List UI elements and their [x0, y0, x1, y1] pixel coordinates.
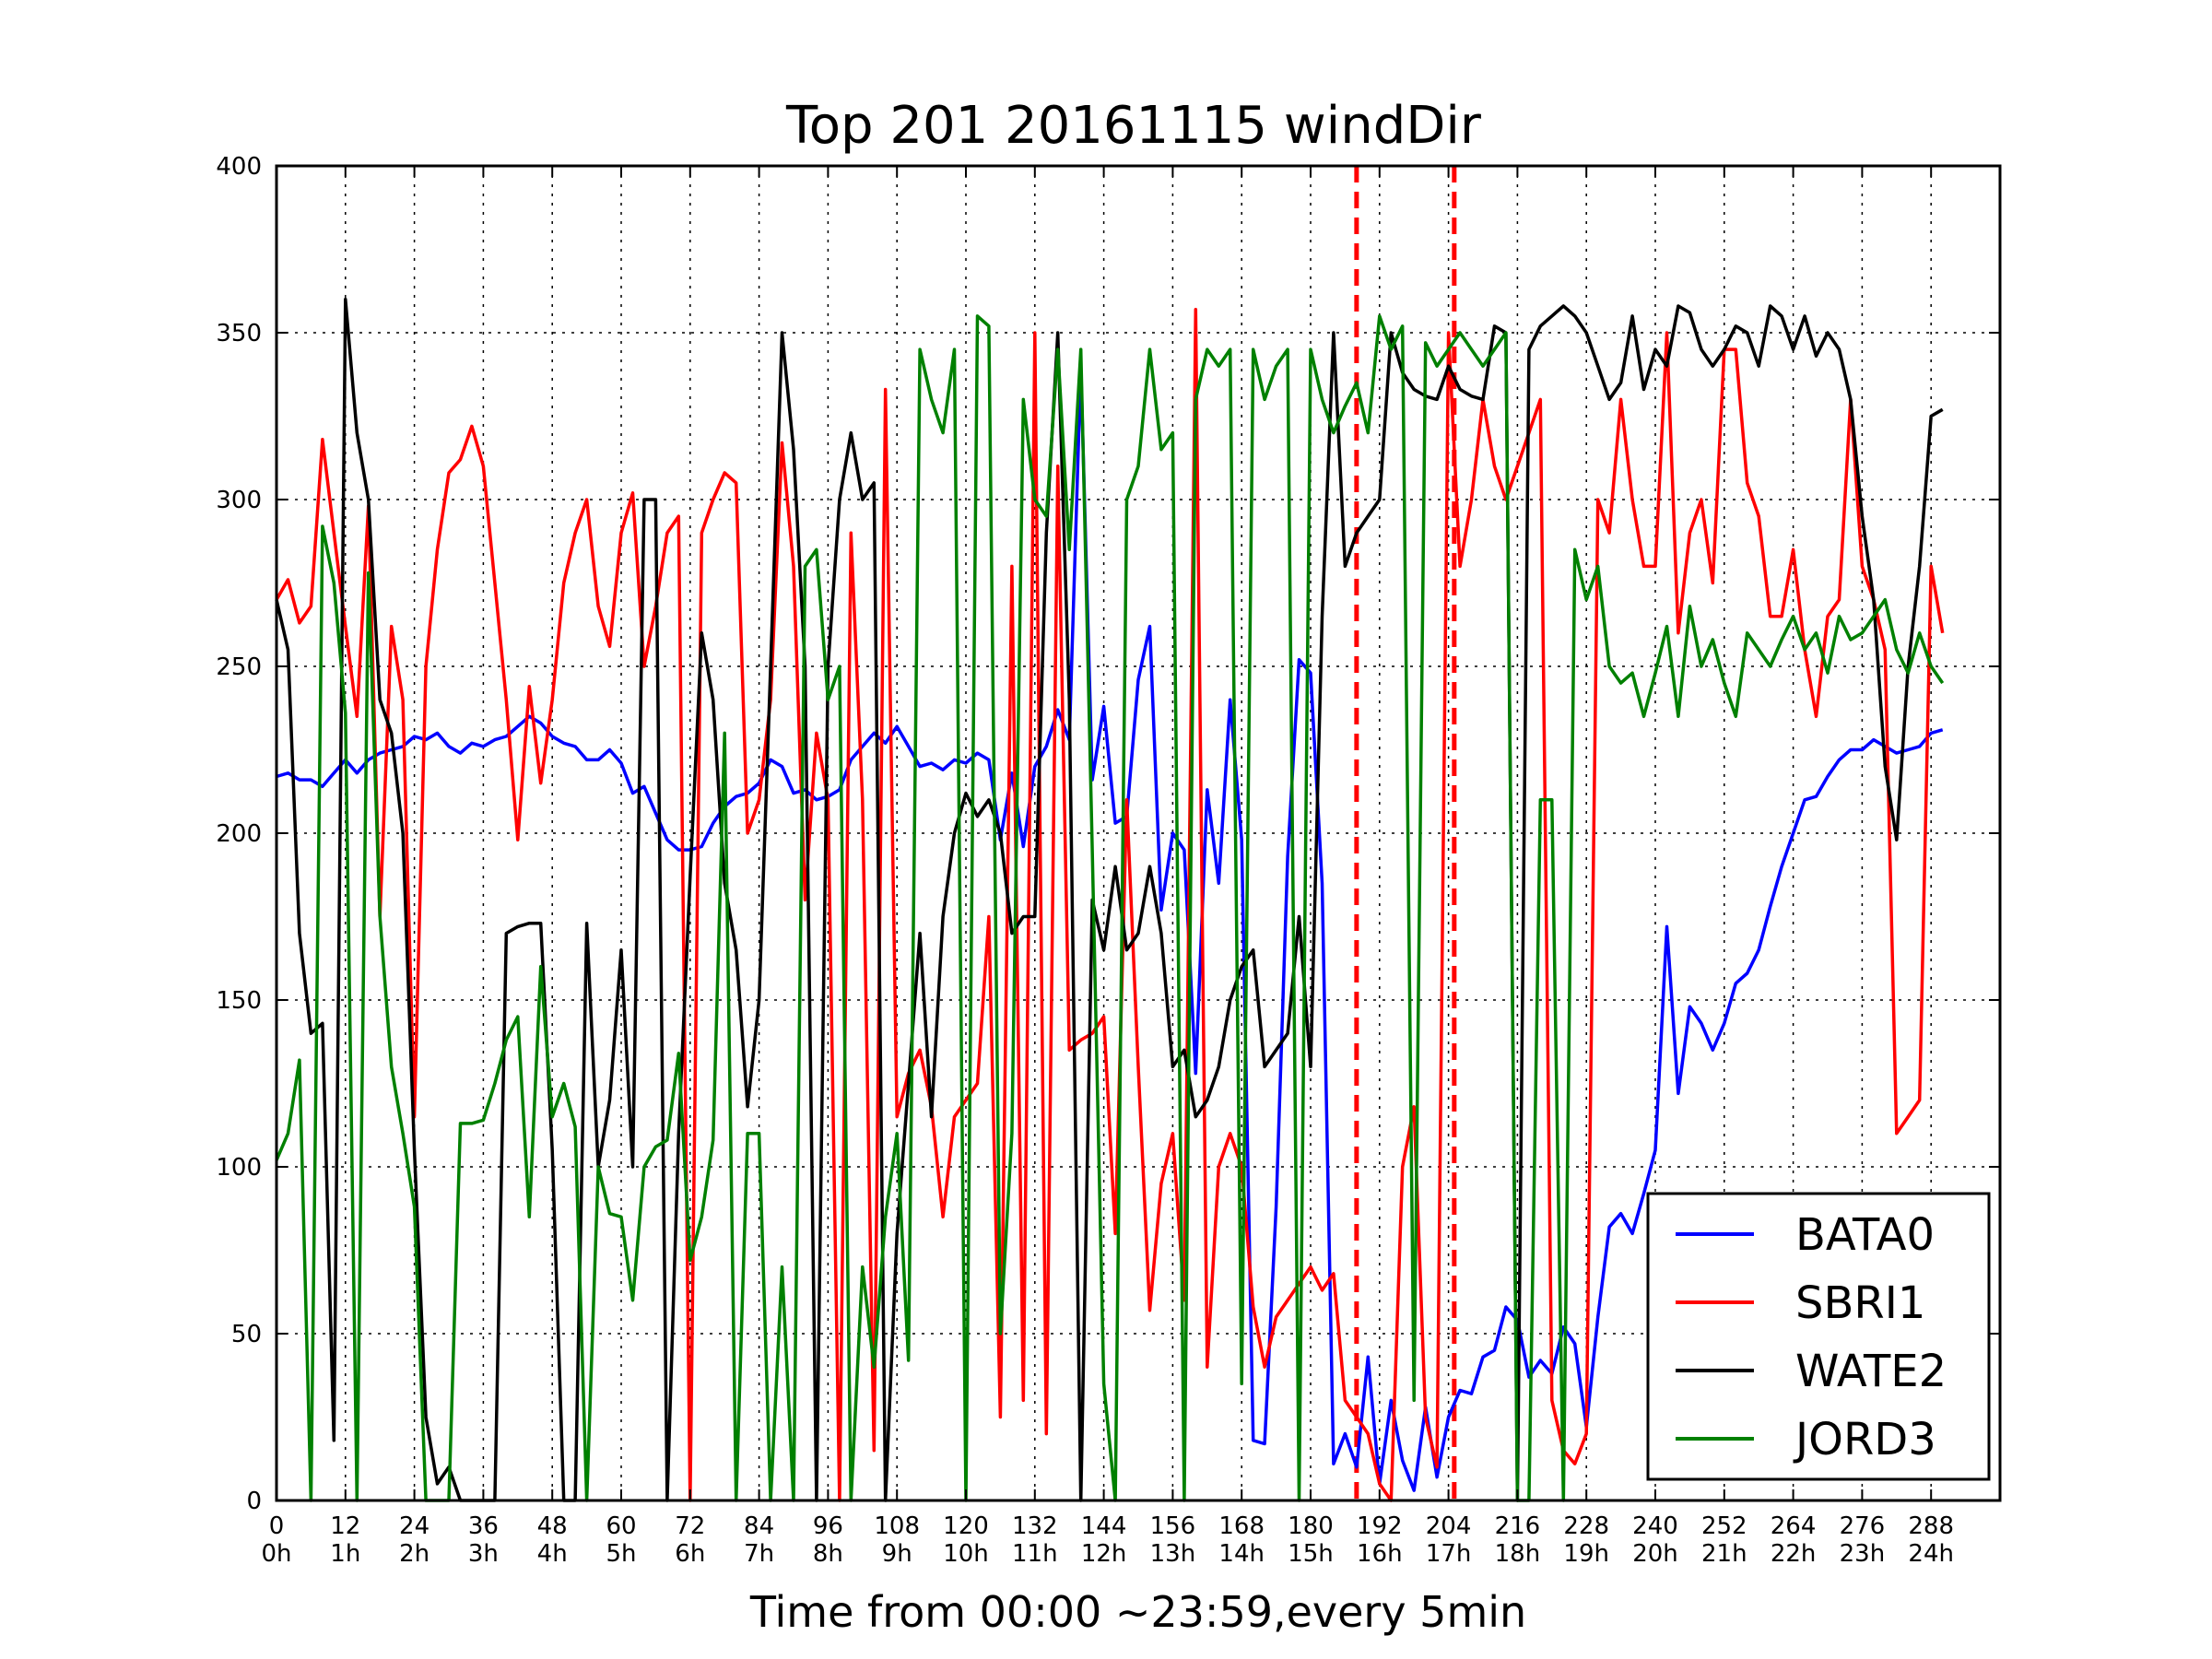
- x-tick-label: 240: [1632, 1512, 1678, 1540]
- x-tick-label-hour: 12h: [1081, 1540, 1127, 1568]
- x-tick-label: 168: [1218, 1512, 1265, 1540]
- x-tick-label: 192: [1357, 1512, 1403, 1540]
- x-tick-label: 228: [1563, 1512, 1609, 1540]
- y-tick-label: 150: [216, 987, 262, 1015]
- legend-label: JORD3: [1793, 1414, 1936, 1465]
- x-tick-label-hour: 1h: [330, 1540, 360, 1568]
- x-tick-label-hour: 16h: [1357, 1540, 1403, 1568]
- x-tick-label-hour: 11h: [1012, 1540, 1058, 1568]
- x-tick-label: 132: [1012, 1512, 1058, 1540]
- x-tick-label-hour: 8h: [813, 1540, 843, 1568]
- x-tick-label: 48: [537, 1512, 568, 1540]
- y-tick-label: 300: [216, 487, 262, 514]
- series-line-sbri1: [275, 307, 1945, 1502]
- x-tick-label-hour: 22h: [1771, 1540, 1817, 1568]
- x-axis-label: Time from 00:00 ~23:59,every 5min: [749, 1587, 1526, 1637]
- series-line-bata0: [276, 364, 1944, 1492]
- x-tick-label-hour: 15h: [1288, 1540, 1334, 1568]
- x-tick-label-hour: 2h: [399, 1540, 429, 1568]
- x-tick-label-hour: 20h: [1632, 1540, 1678, 1568]
- legend-label: WATE2: [1795, 1346, 1947, 1397]
- x-tick-label-hour: 5h: [606, 1540, 636, 1568]
- x-tick-label: 264: [1771, 1512, 1817, 1540]
- series-group: [275, 298, 1945, 1502]
- x-tick-label-hour: 4h: [537, 1540, 568, 1568]
- x-tick-label-hour: 17h: [1426, 1540, 1472, 1568]
- y-tick-label: 0: [246, 1488, 262, 1515]
- x-tick-label: 144: [1081, 1512, 1127, 1540]
- y-tick-label: 400: [216, 153, 262, 181]
- x-tick-label-hour: 24h: [1908, 1540, 1954, 1568]
- x-tick-label-hour: 10h: [943, 1540, 989, 1568]
- x-tick-label: 276: [1840, 1512, 1886, 1540]
- grid: [276, 166, 2000, 1500]
- y-tick-label: 350: [216, 320, 262, 347]
- x-tick-label: 252: [1701, 1512, 1747, 1540]
- x-tick-label: 120: [943, 1512, 989, 1540]
- x-tick-label: 216: [1495, 1512, 1541, 1540]
- legend-label: BATA0: [1795, 1209, 1935, 1261]
- x-tick-label-hour: 18h: [1495, 1540, 1541, 1568]
- x-tick-label: 96: [813, 1512, 843, 1540]
- x-tick-label-hour: 21h: [1701, 1540, 1747, 1568]
- x-tick-label: 0: [269, 1512, 285, 1540]
- x-tick-label: 72: [675, 1512, 705, 1540]
- x-tick-label: 180: [1288, 1512, 1334, 1540]
- x-tick-label: 24: [399, 1512, 429, 1540]
- x-tick-label: 204: [1426, 1512, 1472, 1540]
- x-tick-label: 36: [468, 1512, 499, 1540]
- legend-label: SBRI1: [1795, 1277, 1925, 1329]
- x-tick-label-hour: 0h: [261, 1540, 291, 1568]
- y-tick-label: 200: [216, 820, 262, 848]
- x-tick-label-hour: 14h: [1218, 1540, 1265, 1568]
- x-tick-label-hour: 19h: [1563, 1540, 1609, 1568]
- x-tick-label-hour: 3h: [468, 1540, 499, 1568]
- x-tick-label: 84: [744, 1512, 774, 1540]
- legend-box: [1646, 1192, 1991, 1481]
- x-tick-label: 108: [874, 1512, 920, 1540]
- x-tick-label-hour: 6h: [675, 1540, 705, 1568]
- x-tick-label: 12: [330, 1512, 360, 1540]
- series-line-wate2: [275, 298, 1944, 1502]
- x-tick-label-hour: 7h: [744, 1540, 774, 1568]
- chart-title: Top 201 20161115 windDir: [785, 96, 1482, 156]
- y-tick-label: 250: [216, 653, 262, 681]
- x-tick-label: 288: [1908, 1512, 1954, 1540]
- y-tick-label: 100: [216, 1154, 262, 1182]
- legend: BATA0 SBRI1 WATE2 JORD3: [1646, 1192, 1991, 1481]
- x-tick-label: 60: [606, 1512, 636, 1540]
- y-tick-label: 50: [231, 1321, 262, 1348]
- x-tick-label-hour: 23h: [1840, 1540, 1886, 1568]
- x-tick-label-hour: 9h: [882, 1540, 912, 1568]
- axis-ticks: [276, 165, 2000, 1501]
- series-line-jord3: [275, 314, 1945, 1502]
- x-tick-label: 156: [1150, 1512, 1196, 1540]
- x-tick-label-hour: 13h: [1150, 1540, 1196, 1568]
- y-tick-labels: 0 50 100 150 200 250 300 350 400: [216, 153, 262, 1515]
